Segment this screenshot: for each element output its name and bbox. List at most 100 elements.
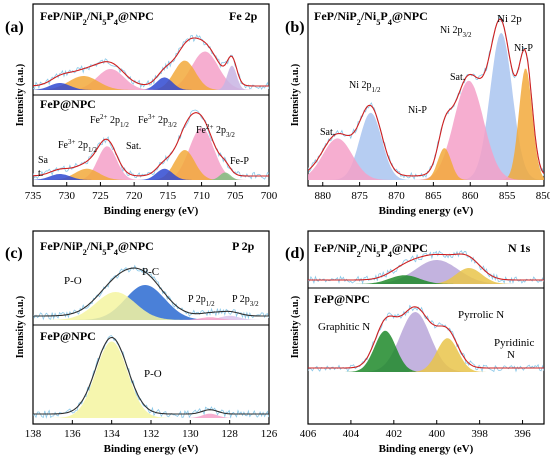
panel-c-peak-0-3 bbox=[33, 317, 269, 320]
panel-d-trace-1-label: FeP@NPC bbox=[314, 292, 370, 306]
panel-a-xtick-label-4: 715 bbox=[160, 190, 177, 202]
panel-a-xtick-label-6: 705 bbox=[227, 190, 244, 202]
panel-a-annot-fe2-2p32: Fe2+ 2p3/2 bbox=[196, 123, 235, 139]
panel-d-ylabel: Intensity (a.u.) bbox=[290, 296, 301, 359]
panel-c-peak-0-0 bbox=[33, 285, 269, 320]
panel-c-xtick-label-6: 126 bbox=[261, 428, 278, 440]
panel-c-p2p: (c) FeP/NiP2/Ni5P4@NPC P 2p FeP@NPC P-O … bbox=[5, 230, 278, 455]
panel-a-fe2p: (a) FeP/NiP2/Ni5P4@NPC Fe 2p FeP@NPC Fe3… bbox=[5, 3, 278, 217]
panel-a-xtick-label-5: 710 bbox=[193, 190, 210, 202]
panel-a-annot-sat: Sat. bbox=[126, 141, 141, 152]
panel-b-peak-0-2 bbox=[308, 80, 544, 180]
panel-c-letter: (c) bbox=[5, 245, 23, 262]
panel-c-envelope-1 bbox=[33, 336, 269, 415]
panel-d-trace-0-label: FeP/NiP2/Ni5P4@NPC bbox=[314, 241, 428, 259]
panel-a-ylabel: Intensity (a.u.) bbox=[15, 64, 26, 127]
panel-a-peak-0-0 bbox=[33, 51, 269, 90]
panel-b-annot-ni2p: Ni 2p bbox=[497, 13, 522, 25]
panel-d-peak-0-2 bbox=[308, 275, 544, 284]
panel-b-letter: (b) bbox=[285, 19, 305, 36]
panel-c-xtick-label-3: 132 bbox=[143, 428, 160, 440]
panel-a-annot-fe3-2p12: Fe3+ 2p1/2 bbox=[58, 138, 97, 154]
panel-c-annot-p2p12: P 2p1/2 bbox=[188, 294, 215, 308]
panel-b-xtick-label-0: 880 bbox=[315, 190, 332, 202]
panel-a-annot-fe3-2p32: Fe3+ 2p3/2 bbox=[138, 113, 177, 129]
panel-b-xtick-label-2: 870 bbox=[388, 190, 405, 202]
panel-b-xtick-label-5: 855 bbox=[499, 190, 516, 202]
panel-c-peak-0-2 bbox=[33, 315, 269, 320]
panel-d-envelope-0 bbox=[308, 253, 544, 281]
panel-b-peak-0-1 bbox=[308, 68, 544, 180]
panel-c-trace-1-label: FeP@NPC bbox=[40, 329, 96, 343]
panel-c-envelope-0 bbox=[33, 267, 269, 317]
panel-a-peak-1-6 bbox=[33, 174, 269, 180]
panel-b-annot-sat-1: Sat. bbox=[450, 72, 465, 83]
panel-a-annot-fep: Fe-P bbox=[230, 156, 249, 167]
panel-d-peak-1-0 bbox=[308, 312, 544, 372]
panel-d-n1s: (d) FeP/NiP2/Ni5P4@NPC N 1s FeP@NPC Pyrr… bbox=[285, 230, 545, 455]
panel-a-envelope-0 bbox=[33, 37, 269, 87]
panel-c-annot-pc: P-C bbox=[142, 266, 159, 278]
panel-b-ylabel: Intensity (a.u.) bbox=[290, 64, 301, 127]
panel-c-xtick-label-1: 136 bbox=[64, 428, 81, 440]
panel-a-envelope-1 bbox=[33, 112, 269, 177]
panel-c-annot-po-1: P-O bbox=[64, 275, 82, 287]
panel-c-raw-1 bbox=[33, 335, 269, 419]
panel-d-xtick-label-3: 400 bbox=[428, 428, 445, 440]
panel-a-trace-0-label: FeP/NiP2/Ni5P4@NPC bbox=[40, 9, 154, 27]
panel-b-ni2p: (b) FeP/NiP2/Ni5P4@NPC Ni 2p Ni 2p3/2 Ni… bbox=[285, 3, 550, 217]
panel-b-xtick-label-3: 865 bbox=[425, 190, 442, 202]
panel-c-trace-0-label: FeP/NiP2/Ni5P4@NPC bbox=[40, 239, 154, 257]
panel-b-annot-ni2p32: Ni 2p3/2 bbox=[440, 25, 472, 39]
panel-d-letter: (d) bbox=[285, 245, 305, 262]
panel-d-xtick-label-4: 398 bbox=[471, 428, 488, 440]
panel-a-peak-0-5 bbox=[33, 76, 269, 90]
panel-d-xtick-label-1: 404 bbox=[343, 428, 360, 440]
panel-a-peak-1-5 bbox=[33, 168, 269, 180]
panel-d-frame bbox=[307, 230, 545, 425]
panel-d-envelope-1 bbox=[308, 306, 544, 369]
panel-a-element-label: Fe 2p bbox=[229, 9, 258, 23]
panel-a-peak-0-6 bbox=[33, 83, 269, 90]
panel-d-annot-pyridinic-2: N bbox=[507, 349, 515, 361]
panel-c-annot-po-2: P-O bbox=[144, 368, 162, 380]
panel-a-xtick-label-1: 730 bbox=[58, 190, 75, 202]
panel-b-annot-nip-1: Ni-P bbox=[514, 43, 533, 54]
panel-a-annot-sat-short-1: Sa bbox=[38, 155, 49, 166]
panel-c-xlabel: Binding energy (eV) bbox=[104, 443, 199, 455]
panel-c-xtick-label-4: 130 bbox=[182, 428, 199, 440]
panel-a-peak-1-3 bbox=[33, 172, 269, 180]
panel-b-xtick-label-6: 850 bbox=[536, 190, 550, 202]
panel-a-peak-1-0 bbox=[33, 127, 269, 180]
panel-d-xtick-label-5: 396 bbox=[514, 428, 531, 440]
panel-d-peak-0-1 bbox=[308, 268, 544, 284]
panel-a-xtick-label-3: 720 bbox=[126, 190, 143, 202]
panel-c-ylabel: Intensity (a.u.) bbox=[15, 296, 26, 359]
panel-b-xtick-label-4: 860 bbox=[462, 190, 479, 202]
panel-d-raw-1 bbox=[308, 304, 544, 373]
panel-d-annot-pyrrolic: Pyrrolic N bbox=[458, 309, 504, 321]
panel-a-xtick-label-7: 700 bbox=[261, 190, 278, 202]
panel-a-peak-1-2 bbox=[33, 168, 269, 180]
panel-d-xlabel: Binding energy (eV) bbox=[379, 443, 474, 455]
panel-b-peak-0-4 bbox=[308, 138, 544, 180]
panel-b-annot-nip-2: Ni-P bbox=[408, 105, 427, 116]
panel-a-peak-0-2 bbox=[33, 77, 269, 90]
panel-d-annot-pyridinic-1: Pyridinic bbox=[494, 337, 534, 349]
panel-c-xtick-label-2: 134 bbox=[103, 428, 120, 440]
panel-c-xtick-label-0: 138 bbox=[25, 428, 42, 440]
panel-b-xtick-label-1: 875 bbox=[351, 190, 368, 202]
panel-c-element-label: P 2p bbox=[232, 239, 255, 253]
panel-b-xlabel: Binding energy (eV) bbox=[379, 205, 474, 217]
panel-b-peak-0-3 bbox=[308, 112, 544, 180]
panel-d-annot-graphitic: Graphitic N bbox=[318, 321, 370, 333]
panel-a-annot-sat-short-2: t. bbox=[38, 168, 43, 179]
panel-c-peak-1-1 bbox=[33, 413, 269, 418]
panel-d-xtick-label-0: 406 bbox=[300, 428, 317, 440]
panel-b-annot-ni2p12: Ni 2p1/2 bbox=[349, 80, 381, 94]
panel-d-peak-0-0 bbox=[308, 260, 544, 284]
panel-a-letter: (a) bbox=[5, 19, 24, 36]
panel-a-xlabel: Binding energy (eV) bbox=[104, 205, 199, 217]
panel-b-annot-sat-2: Sat. bbox=[320, 127, 335, 138]
